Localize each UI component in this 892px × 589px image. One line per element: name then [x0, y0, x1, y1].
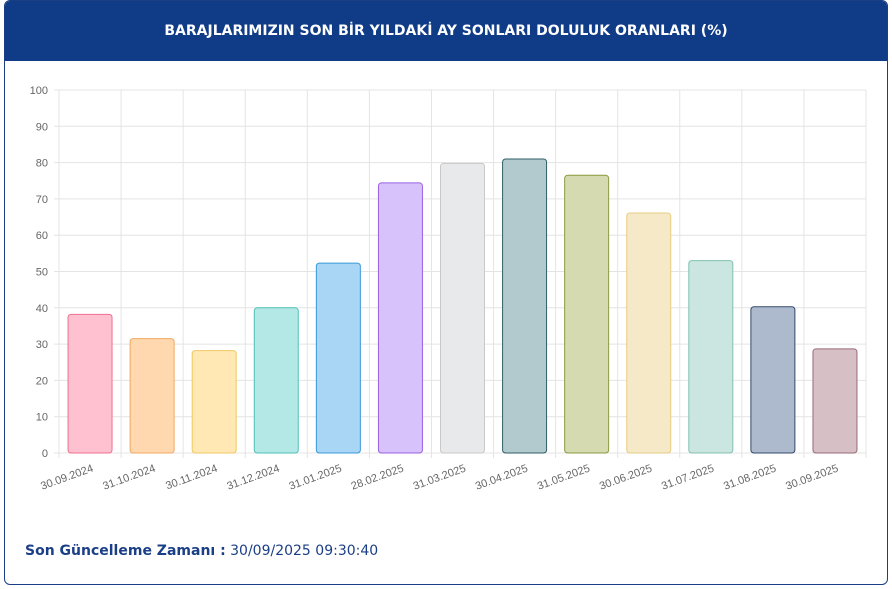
y-tick-label: 10 [36, 412, 48, 424]
bar [564, 174, 610, 454]
x-tick-label: 31.07.2025 [660, 463, 716, 493]
y-tick-label: 40 [36, 303, 48, 315]
x-tick-label: 31.08.2025 [722, 463, 778, 493]
y-tick-label: 30 [36, 339, 48, 351]
y-tick-label: 70 [36, 194, 48, 206]
y-tick-label: 100 [30, 85, 48, 97]
x-tick-label: 31.01.2025 [288, 463, 344, 493]
bar [812, 348, 858, 454]
footer-value: 30/09/2025 09:30:40 [230, 543, 379, 559]
y-tick-label: 20 [36, 375, 48, 387]
y-tick-label: 60 [36, 230, 48, 242]
x-tick-label: 31.05.2025 [536, 463, 592, 493]
bar [129, 338, 175, 454]
y-tick-label: 90 [36, 121, 48, 133]
footer: Son Güncelleme Zamanı : 30/09/2025 09:30… [25, 543, 378, 559]
x-tick-label: 30.09.2024 [39, 463, 95, 493]
card: BARAJLARIMIZIN SON BİR YILDAKİ AY SONLAR… [4, 0, 888, 585]
y-tick-label: 0 [42, 448, 48, 460]
bar [253, 307, 299, 454]
x-tick-label: 31.03.2025 [412, 463, 468, 493]
x-tick-label: 31.10.2024 [101, 463, 157, 493]
bar [377, 182, 423, 454]
chart-title: BARAJLARIMIZIN SON BİR YILDAKİ AY SONLAR… [164, 23, 728, 39]
x-tick-label: 30.06.2025 [598, 463, 654, 493]
bar [626, 212, 672, 454]
y-tick-label: 50 [36, 267, 48, 279]
bar [502, 158, 548, 454]
bar [750, 306, 796, 454]
y-tick-label: 80 [36, 158, 48, 170]
bar [688, 260, 734, 454]
header: BARAJLARIMIZIN SON BİR YILDAKİ AY SONLAR… [5, 1, 887, 61]
bar [67, 313, 113, 454]
bar [315, 262, 361, 454]
x-tick-label: 30.11.2024 [164, 463, 219, 493]
x-tick-label: 28.02.2025 [350, 463, 406, 493]
footer-label: Son Güncelleme Zamanı : [25, 543, 226, 559]
x-tick-label: 30.04.2025 [474, 463, 530, 493]
x-tick-label: 30.09.2025 [784, 463, 840, 493]
bar [191, 350, 237, 454]
bar [440, 162, 485, 454]
x-tick-label: 31.12.2024 [225, 463, 281, 493]
